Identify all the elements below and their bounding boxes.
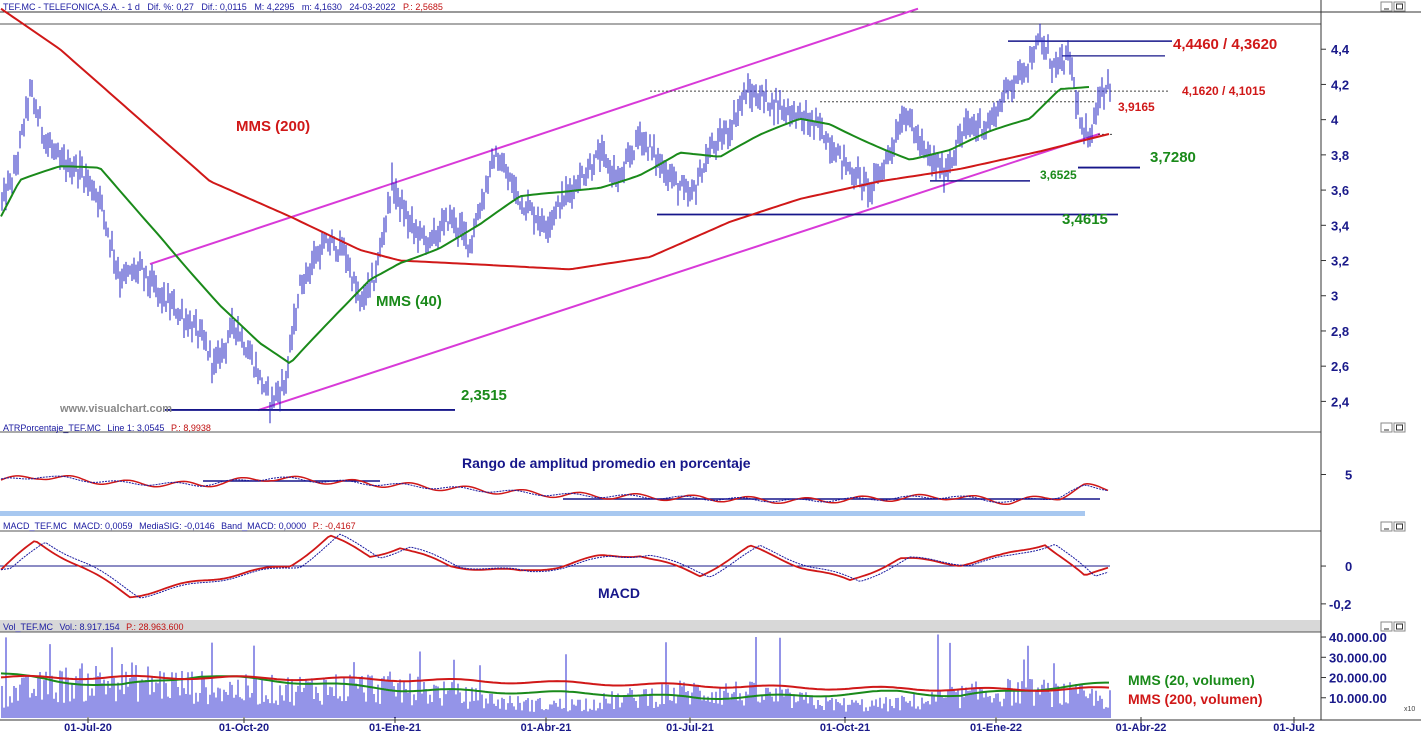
price-panel [0,7,1172,424]
x-tick-label: 01-Abr-21 [521,722,572,731]
panel-header-bar [0,620,1421,632]
panel-header-bar [0,519,1421,531]
atr-signal-line [0,475,1109,503]
mms40-line [0,86,1090,365]
mms200-line [0,7,1110,271]
macd-signal-line [0,533,1109,599]
price-y-tick-label: 3,8 [1331,148,1349,163]
resistance-2-label: 4,1620 / 4,1015 [1182,84,1266,98]
x-tick-label: 01-Ene-21 [369,722,421,731]
y-axis-area [1321,0,1421,720]
mms200-label: MMS (200) [236,118,310,135]
panel-header-bar [0,12,1421,24]
maximize-icon-glyph [1396,523,1403,530]
macd-y-tick-label: 0 [1345,559,1352,574]
watermark: www.visualchart.com [59,403,172,415]
volume-y-tick-label: 40.000.00 [1329,630,1387,645]
minimize-icon[interactable] [1380,1,1393,12]
vol-mms20-label: MMS (20, volumen) [1128,672,1255,688]
price-y-tick-label: 3,4 [1331,218,1350,233]
volume-panel [0,634,1111,718]
price-y-tick-label: 2,4 [1331,394,1350,409]
price-y-tick-label: 4,4 [1331,42,1350,57]
support-2-label: 3,6525 [1040,168,1077,182]
atr-panel-buttons [1380,422,1406,433]
macd-macd-line [0,534,1109,599]
macd-panel-buttons [1380,521,1406,532]
minimize-icon[interactable] [1380,422,1393,433]
x-tick-label: 01-Jul-21 [666,722,714,731]
volume-y-tick-label: 30.000.00 [1329,650,1387,665]
price-panel-buttons [1380,1,1406,12]
volume-header: Vol_TEF.MC Vol.: 8.917.154 P.: 28.963.60… [3,622,184,632]
macd-y-tick-label: -0,2 [1329,597,1351,612]
minimize-icon[interactable] [1380,621,1393,632]
vol-mms200-label: MMS (200, volumen) [1128,691,1263,707]
price-y-tick-label: 2,8 [1331,324,1349,339]
price-y-tick-label: 3,6 [1331,183,1349,198]
atr-main-line [0,475,1109,505]
x10-label: x10 [1404,706,1415,713]
macd-panel [0,533,1110,599]
vol-mms200-line [0,674,1110,692]
atr-header: ATRPorcentaje_TEF.MC Line 1: 3,0545 P.: … [3,423,211,433]
minimize-icon[interactable] [1380,521,1393,532]
maximize-icon[interactable] [1393,521,1406,532]
atr-panel [0,475,1109,516]
axes: 4,4 4,2 4 3,8 3,6 3,4 3,2 3 2,8 2,6 2,4 5 0 -0,2 40.00… [64,42,1387,731]
panel-header-bar [0,420,1421,432]
price-y-tick-label: 2,6 [1331,359,1349,374]
atr-title: Rango de amplitud promedio en porcentaje [462,455,751,471]
x-tick-label: 01-Jul-20 [64,722,112,731]
resistance-1-label: 4,4460 / 4,3620 [1173,36,1277,53]
price-y-tick-label: 3,2 [1331,254,1349,269]
x-tick-label: 01-Jul-2 [1273,722,1315,731]
volume-y-tick-label: 20.000.00 [1329,671,1387,686]
price-header: TEF.MC - TELEFONICA,S.A. - 1 d Dif. %: 0… [3,2,443,12]
channel-upper-line [149,7,919,265]
support-3-label: 3,4615 [1062,211,1108,228]
atr-y-tick-label: 5 [1345,468,1352,483]
channel-lower-line [257,132,1101,412]
resistance-3-label: 3,9165 [1118,100,1155,114]
window-buttons [1380,1,1406,632]
maximize-icon[interactable] [1393,422,1406,433]
price-y-tick-label: 3 [1331,289,1338,304]
maximize-icon-glyph [1396,3,1403,10]
maximize-icon-glyph [1396,424,1403,431]
x-tick-label: 01-Ene-22 [970,722,1022,731]
x-tick-label: 01-Oct-21 [820,722,870,731]
mms40-label: MMS (40) [376,293,442,310]
price-y-tick-label: 4 [1331,113,1339,128]
atr-band [0,511,1085,516]
x-tick-label: 01-Oct-20 [219,722,269,731]
support-1-label: 3,7280 [1150,149,1196,166]
maximize-icon[interactable] [1393,1,1406,12]
volume-panel-buttons [1380,621,1406,632]
x-tick-label: 01-Abr-22 [1116,722,1167,731]
macd-header: MACD_TEF.MC MACD: 0,0059 MediaSIG: -0,01… [3,521,356,531]
price-y-tick-label: 4,2 [1331,77,1349,92]
maximize-icon-glyph [1396,623,1403,630]
maximize-icon[interactable] [1393,621,1406,632]
volume-y-tick-label: 10.000.00 [1329,691,1387,706]
support-4-label: 2,3515 [461,387,507,404]
macd-title: MACD [598,585,640,601]
